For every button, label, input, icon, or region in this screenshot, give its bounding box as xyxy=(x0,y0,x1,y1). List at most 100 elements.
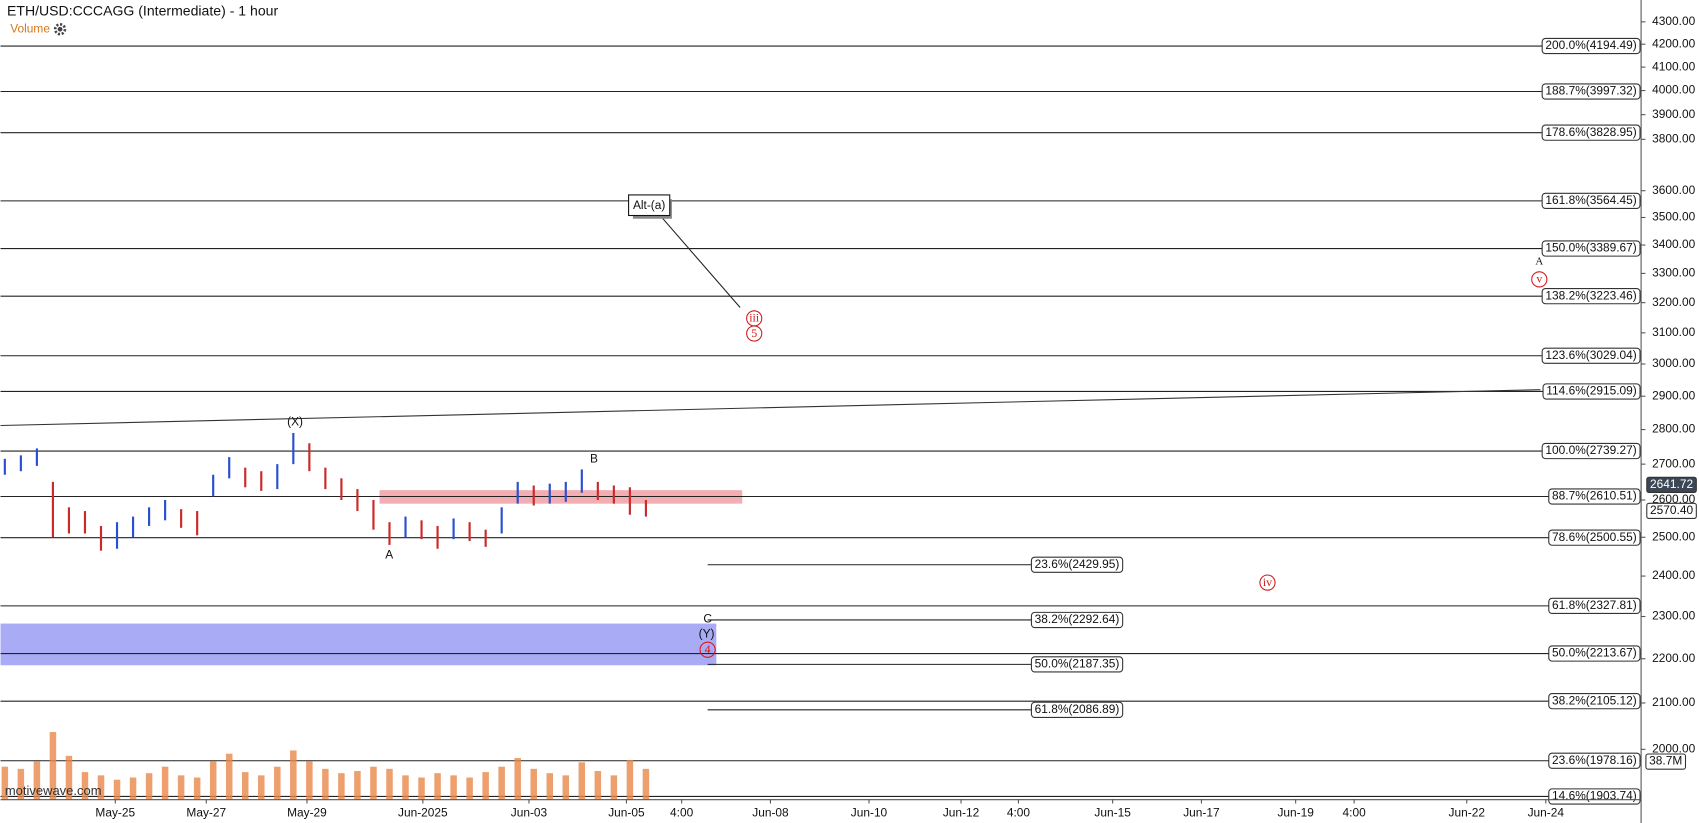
volume-bar xyxy=(514,758,521,800)
x-tick-label: Jun-2025 xyxy=(398,805,448,819)
volume-bar xyxy=(17,768,25,800)
volume-bar xyxy=(546,773,554,800)
fib-label-box xyxy=(1541,83,1641,100)
x-tick-label: May-25 xyxy=(95,805,135,819)
y-tick-label: 2700.00 xyxy=(1652,456,1695,470)
fib-label-group: 88.7%(2610.51) xyxy=(1548,488,1641,505)
fib-label-box xyxy=(1541,288,1641,305)
fib-label-box xyxy=(1548,645,1641,662)
annotation-circle xyxy=(746,325,763,342)
fib-label-box xyxy=(1548,752,1641,769)
annotation-circle xyxy=(1259,574,1276,591)
volume-bar xyxy=(594,771,602,800)
annotation: iv xyxy=(1263,575,1272,589)
price-label: 2641.72 xyxy=(1650,477,1693,491)
fib-label: 78.6%(2500.55) xyxy=(1552,530,1637,544)
volume-bar xyxy=(530,768,537,800)
inner-fib-label-group: 23.6%(2429.95) xyxy=(1030,556,1124,573)
y-tick-label: 2300.00 xyxy=(1652,609,1695,623)
y-tick-label: 3000.00 xyxy=(1652,356,1695,370)
x-tick-label: Jun-12 xyxy=(943,805,980,819)
fib-label-group: 161.8%(3564.45) xyxy=(1541,192,1641,209)
y-tick-label: 3200.00 xyxy=(1652,295,1695,309)
y-tick-label: 4300.00 xyxy=(1652,14,1695,28)
fib-label-group: 100.0%(2739.27) xyxy=(1541,442,1641,460)
x-tick-label: Jun-17 xyxy=(1183,805,1220,819)
fib-label: 61.8%(2327.81) xyxy=(1552,598,1637,612)
y-tick-label: 4200.00 xyxy=(1652,36,1695,50)
price-label: 2570.40 xyxy=(1650,503,1693,517)
volume-bar xyxy=(338,773,345,800)
inner-fib-label-box xyxy=(1030,656,1124,673)
volume-label[interactable]: Volume xyxy=(10,21,50,35)
annotation: Alt-(a) xyxy=(633,198,665,212)
annotation: A xyxy=(1535,256,1543,268)
fib-label-group: 114.6%(2915.09) xyxy=(1542,383,1641,400)
fib-label: 123.6%(3029.04) xyxy=(1545,348,1636,362)
y-tick-label: 2200.00 xyxy=(1652,651,1695,665)
annotation: A xyxy=(385,548,393,562)
price-label-box xyxy=(1646,476,1697,493)
y-tick-label: 4000.00 xyxy=(1652,83,1695,97)
volume-bar xyxy=(193,777,201,800)
volume-bar xyxy=(354,771,361,800)
volume-bar xyxy=(370,766,377,800)
fib-label: 88.7%(2610.51) xyxy=(1552,489,1637,503)
volume-bar xyxy=(113,779,121,800)
y-tick-label: 2000.00 xyxy=(1652,741,1695,755)
volume-bar xyxy=(177,775,185,800)
volume-bar xyxy=(482,772,489,800)
fib-label-box xyxy=(1541,347,1641,364)
x-tick-label: Jun-08 xyxy=(752,805,789,819)
inner-fib-label-group: 61.8%(2086.89) xyxy=(1030,701,1124,718)
y-tick-label: 2900.00 xyxy=(1652,388,1695,402)
fib-label-box xyxy=(1541,192,1641,209)
fib-label-group: 200.0%(4194.49) xyxy=(1541,37,1641,55)
volume-bar xyxy=(402,775,409,800)
x-tick-label: May-27 xyxy=(186,805,226,819)
x-tick-label: Jun-24 xyxy=(1528,805,1565,819)
volume-bar xyxy=(274,766,281,800)
y-tick-label: 3100.00 xyxy=(1652,325,1695,339)
annotation-box xyxy=(628,194,671,217)
volume-bar xyxy=(225,753,233,800)
annotation: 5 xyxy=(751,326,757,340)
fib-label: 161.8%(3564.45) xyxy=(1545,193,1636,207)
fib-label-box xyxy=(1541,124,1641,141)
fib-label-box xyxy=(1548,488,1641,505)
x-tick-label: Jun-03 xyxy=(511,805,548,819)
volume-bar xyxy=(498,766,505,800)
volume-value-label-box xyxy=(1645,753,1687,770)
volume-bar xyxy=(161,766,169,800)
volume-bar xyxy=(466,777,473,800)
volume-bar xyxy=(642,768,650,800)
fib-label: 138.2%(3223.46) xyxy=(1545,288,1636,302)
fib-label-group: 188.7%(3997.32) xyxy=(1541,83,1641,100)
annotation: iii xyxy=(749,311,760,325)
x-tick-label: May-29 xyxy=(287,805,327,819)
volume-bar xyxy=(65,755,73,800)
volume-bar xyxy=(97,775,105,800)
zone xyxy=(0,623,717,666)
price-label-group: 2570.40 xyxy=(1646,502,1697,519)
y-tick-label: 3600.00 xyxy=(1652,183,1695,197)
fib-label: 114.6%(2915.09) xyxy=(1546,384,1637,398)
volume-bar xyxy=(33,761,41,800)
volume-bar xyxy=(434,773,441,800)
volume-bar xyxy=(129,777,137,800)
settings-icon[interactable] xyxy=(53,23,67,36)
annotation: (Y) xyxy=(699,627,715,641)
fib-label: 150.0%(3389.67) xyxy=(1545,241,1636,255)
fib-label-group: 178.6%(3828.95) xyxy=(1541,124,1641,141)
volume-bar xyxy=(562,775,570,800)
volume-bar xyxy=(418,777,425,800)
fib-label-group: 23.6%(1978.16) xyxy=(1548,752,1641,769)
annotation: 4 xyxy=(705,642,711,656)
volume-bar xyxy=(306,761,313,800)
fib-label: 38.2%(2105.12) xyxy=(1552,693,1637,707)
annotation-circle xyxy=(1531,271,1548,288)
volume-bar xyxy=(626,760,634,800)
x-tick-label: Jun-05 xyxy=(608,805,645,819)
